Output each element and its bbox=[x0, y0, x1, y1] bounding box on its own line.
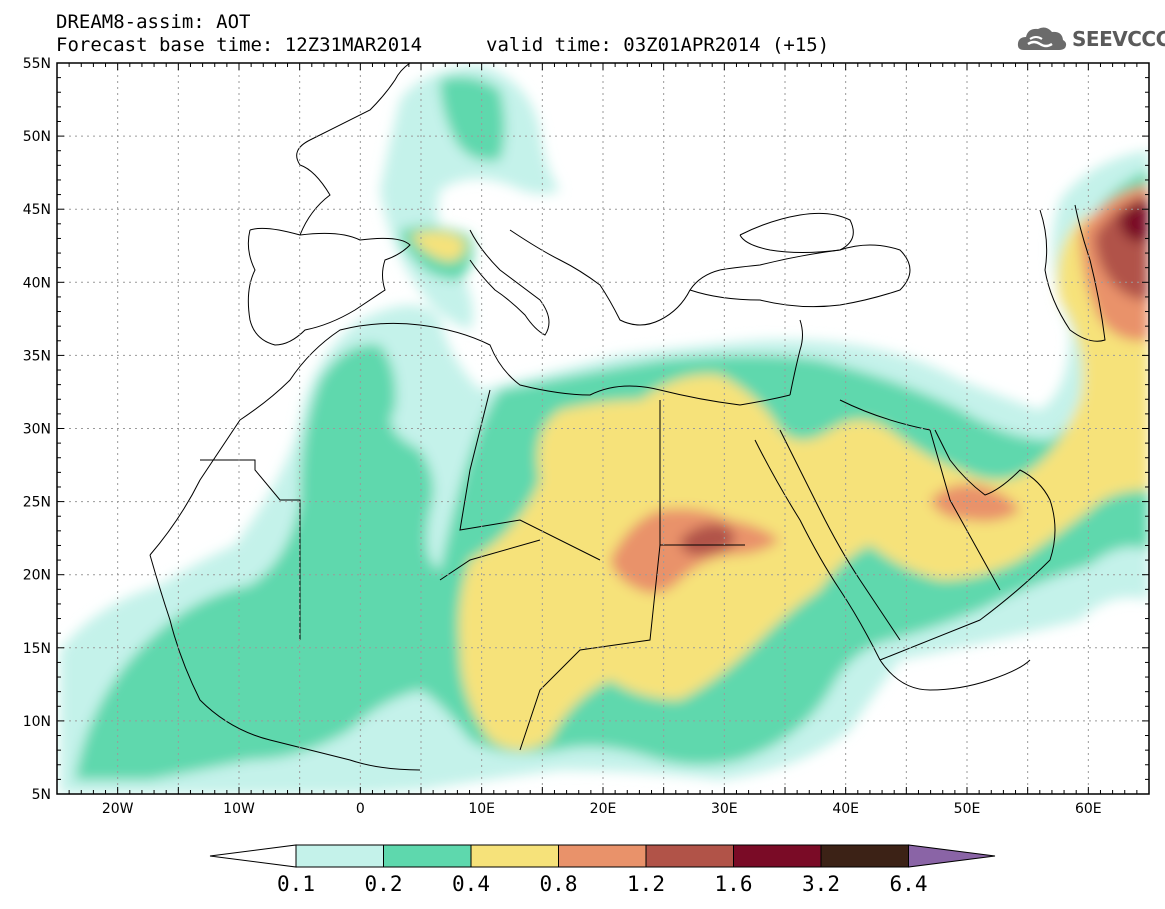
aot-contour-0.4 bbox=[458, 200, 1149, 750]
lat-label: 40N bbox=[23, 275, 51, 291]
aot-contour-0.4-corsica bbox=[410, 231, 466, 262]
lat-label: 20N bbox=[23, 568, 51, 584]
lon-label: 10E bbox=[468, 801, 495, 817]
aot-contour-0.8-gulf bbox=[930, 484, 1020, 522]
colorbar-label: 1.6 bbox=[715, 872, 753, 896]
lat-label: 5N bbox=[32, 787, 51, 803]
colorbar-label: 0.2 bbox=[365, 872, 403, 896]
cloud-icon bbox=[1017, 27, 1067, 50]
latitude-labels: 55N 50N 45N 40N 35N 30N 25N 20N 15N 10N 5N bbox=[23, 56, 51, 803]
lat-label: 55N bbox=[23, 56, 51, 72]
lat-label: 35N bbox=[23, 348, 51, 364]
longitude-labels: 20W 10W 0 10E 20E 30E 40E 50E 60E bbox=[102, 801, 1102, 817]
colorbar-box bbox=[383, 844, 472, 868]
base-time: Forecast base time: 12Z31MAR2014 bbox=[56, 34, 423, 56]
aot-field bbox=[60, 65, 1149, 794]
map-title: DREAM8-assim: AOT bbox=[56, 11, 251, 33]
colorbar-box bbox=[558, 844, 647, 868]
valid-time: valid time: 03Z01APR2014 (+15) bbox=[486, 34, 830, 56]
colorbar-box bbox=[470, 844, 559, 868]
colorbar-under-triangle bbox=[209, 844, 297, 868]
lat-label: 15N bbox=[23, 641, 51, 657]
colorbar-label: 6.4 bbox=[890, 872, 928, 896]
colorbar-label: 0.4 bbox=[452, 872, 490, 896]
lon-label: 20E bbox=[590, 801, 617, 817]
graticule bbox=[56, 62, 1150, 795]
lat-label: 45N bbox=[23, 202, 51, 218]
lon-label: 50E bbox=[954, 801, 981, 817]
seevccc-logo: SEEVCCC bbox=[1016, 22, 1165, 56]
aot-contour-1.2 bbox=[680, 524, 734, 555]
aot-contour-0.2-north bbox=[440, 76, 505, 161]
lat-label: 30N bbox=[23, 422, 51, 438]
aot-contour-1.6 bbox=[1119, 200, 1149, 242]
lon-label: 10W bbox=[223, 801, 255, 817]
lon-label: 40E bbox=[832, 801, 859, 817]
colorbar-box bbox=[733, 844, 822, 868]
lat-label: 25N bbox=[23, 495, 51, 511]
coastlines bbox=[149, 63, 1106, 771]
lon-label: 60E bbox=[1075, 801, 1102, 817]
forecast-times: Forecast base time: 12Z31MAR2014 valid ti… bbox=[56, 34, 829, 56]
colorbar-over-triangle bbox=[908, 844, 996, 868]
colorbar-box bbox=[295, 844, 384, 868]
lon-label: 20W bbox=[102, 801, 134, 817]
colorbar-label: 1.2 bbox=[627, 872, 665, 896]
colorbar-label: 0.8 bbox=[540, 872, 578, 896]
colorbar-box bbox=[645, 844, 734, 868]
colorbar-label: 0.1 bbox=[277, 872, 315, 896]
logo-text: SEEVCCC bbox=[1072, 27, 1165, 51]
lat-label: 10N bbox=[23, 714, 51, 730]
lon-label: 0 bbox=[356, 801, 365, 817]
colorbar-label: 3.2 bbox=[802, 872, 840, 896]
colorbar: 0.1 0.2 0.4 0.8 1.2 1.6 3.2 6.4 bbox=[209, 844, 996, 896]
lat-label: 50N bbox=[23, 129, 51, 145]
lon-label: 30E bbox=[711, 801, 738, 817]
colorbar-box bbox=[820, 844, 909, 868]
